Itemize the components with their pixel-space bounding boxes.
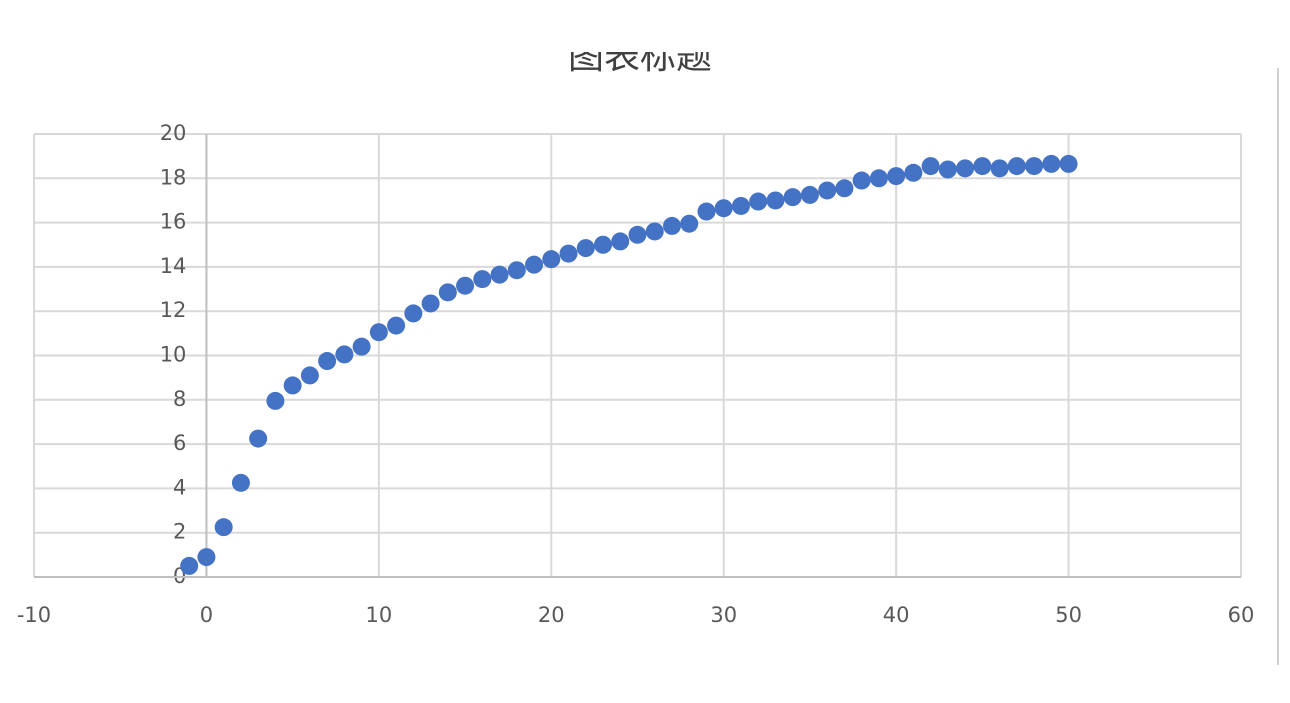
point: [904, 163, 923, 182]
point: [956, 159, 975, 178]
point: [559, 244, 578, 263]
point: [594, 235, 613, 254]
point: [507, 261, 526, 280]
point: [835, 179, 854, 198]
point: [318, 352, 337, 371]
x-tick-label: 0: [200, 603, 213, 627]
point: [369, 323, 388, 342]
point: [869, 169, 888, 188]
point: [456, 276, 475, 295]
point: [473, 270, 492, 289]
x-tick-label: 10: [365, 603, 392, 627]
point: [783, 188, 802, 207]
point: [197, 548, 216, 567]
y-tick-label: 8: [173, 387, 186, 411]
point: [818, 181, 837, 200]
x-tick-label: 20: [538, 603, 565, 627]
point: [852, 171, 871, 190]
point: [749, 192, 768, 211]
point: [283, 376, 302, 395]
point: [335, 345, 354, 364]
point: [490, 265, 509, 284]
point: [180, 556, 199, 575]
point: [990, 159, 1009, 178]
x-tick-label: 50: [1055, 603, 1082, 627]
point: [766, 191, 785, 210]
y-tick-label: 20: [160, 121, 187, 145]
chart-title: 图表标题: [568, 36, 712, 77]
point: [266, 391, 285, 410]
point: [438, 283, 457, 302]
y-tick-label: 6: [173, 431, 186, 455]
y-tick-label: 16: [160, 210, 187, 234]
x-tick-label: 40: [883, 603, 910, 627]
y-tick-label: 4: [173, 475, 186, 499]
point: [628, 225, 647, 244]
x-tick-label: 30: [710, 603, 737, 627]
point: [645, 222, 664, 241]
point: [697, 202, 716, 221]
y-tick-label: 18: [160, 165, 187, 189]
point: [576, 239, 595, 258]
point: [800, 185, 819, 204]
point: [1025, 157, 1044, 176]
point: [611, 232, 630, 251]
point: [1059, 154, 1078, 173]
point: [1007, 157, 1026, 176]
point: [404, 304, 423, 323]
y-tick-label: 2: [173, 520, 186, 544]
point: [731, 196, 750, 215]
point: [973, 157, 992, 176]
point: [1042, 154, 1061, 173]
point: [714, 199, 733, 218]
x-tick-label: 60: [1228, 603, 1255, 627]
point: [421, 294, 440, 313]
y-tick-label: 12: [160, 298, 187, 322]
point: [231, 473, 250, 492]
point: [387, 316, 406, 335]
point: [249, 429, 268, 448]
y-tick-label: 10: [160, 343, 187, 367]
point: [214, 518, 233, 537]
point: [662, 216, 681, 235]
y-tick-label: 14: [160, 254, 187, 278]
point: [921, 157, 940, 176]
x-tick-label: -10: [17, 603, 51, 627]
point: [680, 214, 699, 233]
point: [352, 337, 371, 356]
point: [542, 250, 561, 269]
point: [887, 167, 906, 186]
point: [938, 160, 957, 179]
point: [300, 366, 319, 385]
point: [525, 255, 544, 274]
